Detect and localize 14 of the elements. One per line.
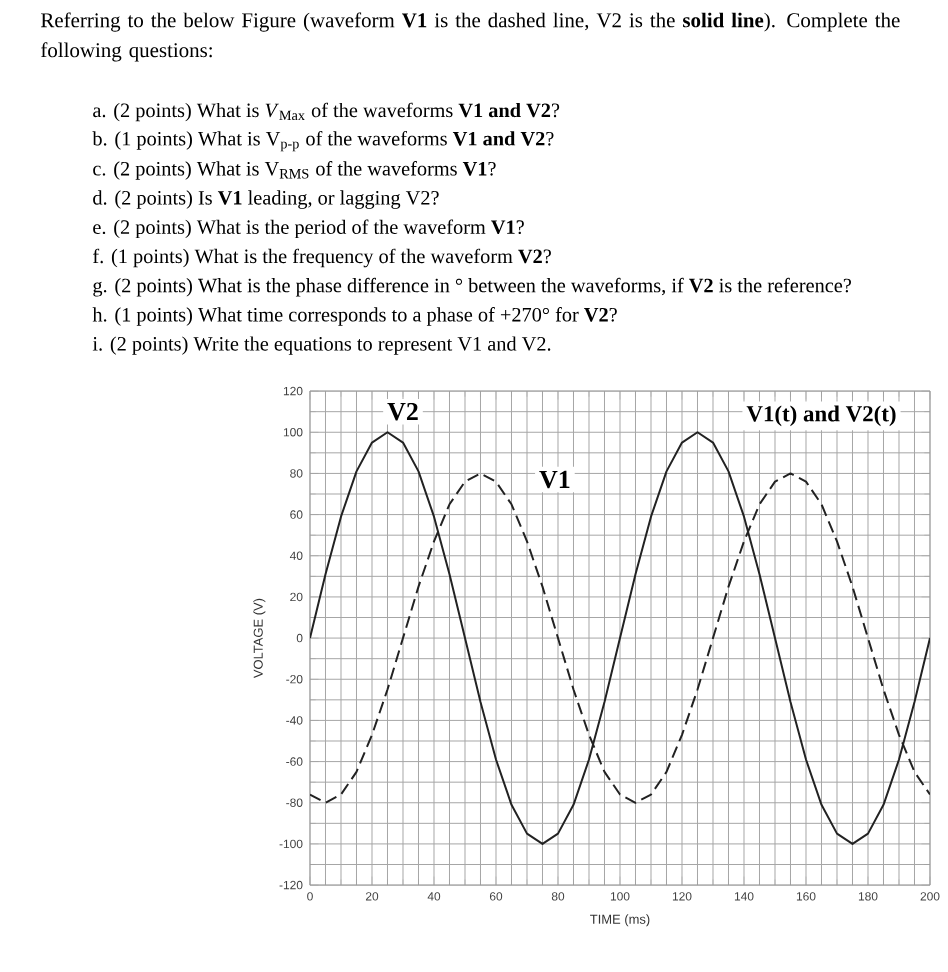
text: c. (2 points) What is V$_{RMS}$ of the waveforms V1? bbox=[93, 161, 496, 180]
line-series bbox=[310, 431, 930, 845]
text: g. (2 points) What is the phase difference in ° between the waveforms, if V2 is the reference? bbox=[93, 277, 852, 297]
text: i. (2 points) Write the equations to represent V1 and V2. bbox=[92, 336, 551, 355]
text: h. (1 points) What time corresponds to a phase of +270° for V2? bbox=[92, 307, 617, 326]
text: f. (1 points) What is the frequency of the waveform V2? bbox=[93, 248, 551, 268]
series-label: V2 bbox=[387, 402, 418, 421]
series-label: V1 bbox=[539, 470, 570, 489]
text: a. (2 points) What is V$_{Max}$ of the waveforms V1 and V2? bbox=[93, 102, 560, 122]
text: e. (2 points) What is the period of the waveform V1? bbox=[93, 219, 524, 239]
text: b. (1 points) What is V$_{p-p}$ of the waveforms V1 and V2? bbox=[92, 131, 554, 152]
text: d. (2 points) Is V1 leading, or lagging V2? bbox=[93, 190, 439, 209]
text: V1(t) and V2(t) bbox=[746, 405, 896, 427]
text: Referring to the below Figure (waveform V1 is the dashed line, V2 is the solid line). Complete the following questions: bbox=[40, 12, 900, 62]
